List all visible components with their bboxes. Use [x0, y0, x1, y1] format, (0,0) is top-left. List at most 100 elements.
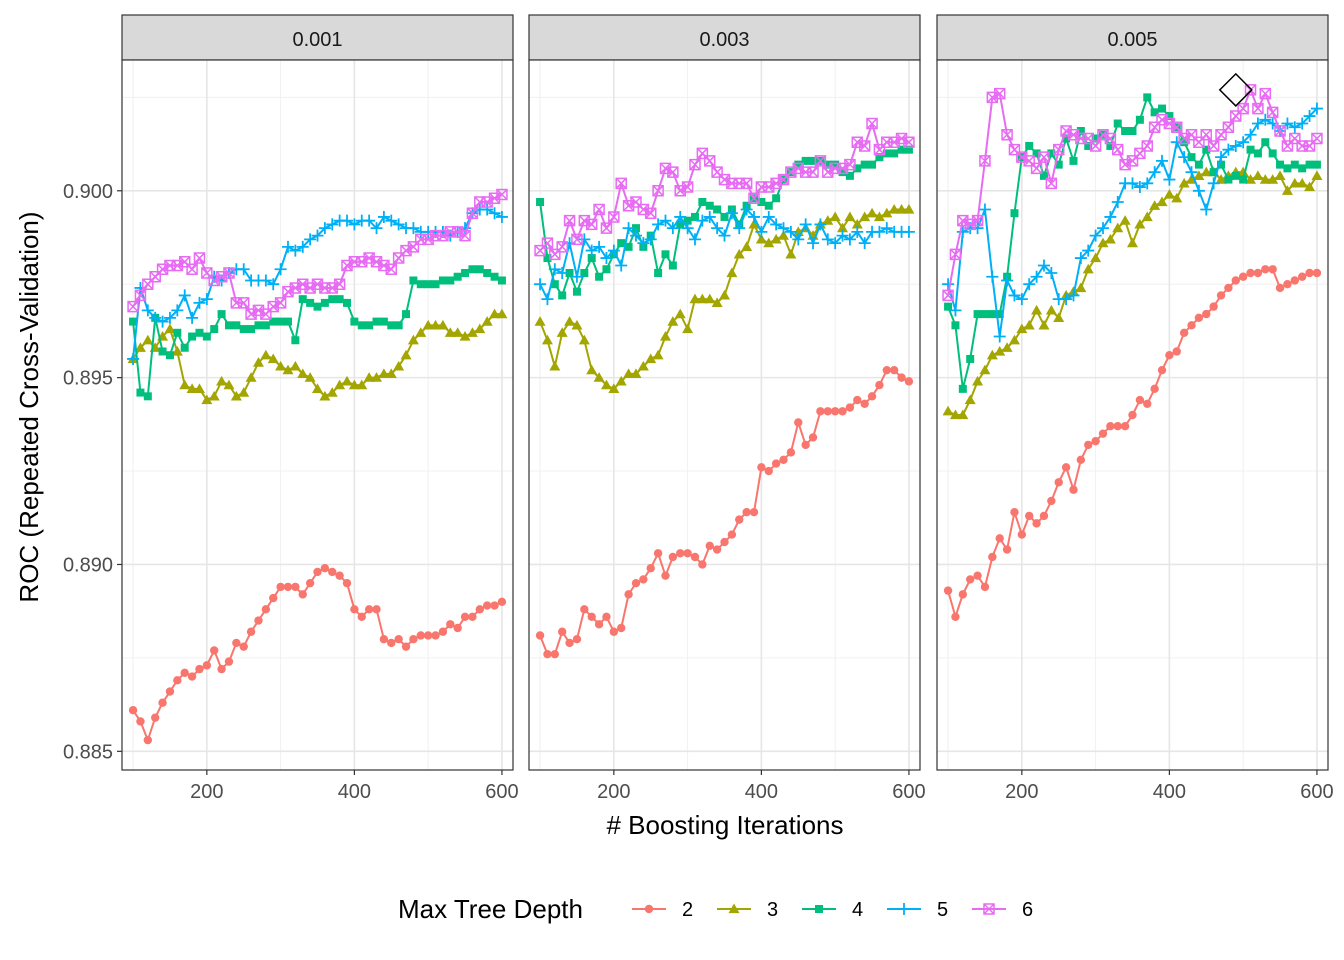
data-point-3 — [903, 203, 915, 214]
series-6 — [534, 117, 915, 261]
data-point-5 — [949, 304, 962, 317]
data-point-3 — [1090, 252, 1102, 263]
facet-strip-label: 0.001 — [292, 29, 342, 51]
data-point-6 — [1266, 106, 1279, 119]
data-point-6 — [844, 158, 856, 171]
data-point-3 — [452, 327, 464, 337]
data-point-6 — [681, 181, 694, 193]
data-point-2 — [958, 590, 968, 599]
data-point-2 — [320, 564, 330, 573]
data-point-4 — [1239, 175, 1248, 184]
data-point-6 — [1030, 162, 1043, 175]
data-point-2 — [727, 530, 737, 539]
data-point-6 — [363, 252, 375, 264]
legend-entry-6: 6 — [972, 899, 1033, 921]
data-point-2 — [683, 549, 692, 558]
data-point-3 — [837, 222, 849, 233]
data-point-3 — [888, 203, 900, 214]
data-point-6 — [1222, 121, 1235, 134]
data-point-3 — [785, 248, 797, 259]
data-point-6 — [858, 140, 871, 152]
data-point-6 — [942, 289, 954, 302]
data-point-4 — [402, 310, 411, 319]
data-point-4 — [602, 265, 611, 274]
data-point-6 — [644, 207, 657, 219]
data-point-5 — [1281, 117, 1294, 130]
data-point-5 — [200, 293, 213, 306]
data-point-2 — [305, 578, 315, 588]
data-point-4 — [224, 321, 233, 330]
data-point-2 — [572, 635, 582, 644]
data-point-3 — [1008, 334, 1020, 345]
data-point-4 — [247, 325, 256, 334]
x-tick-label: 600 — [892, 781, 925, 803]
data-point-3 — [422, 319, 434, 330]
data-point-3 — [201, 394, 213, 405]
data-point-5 — [281, 240, 294, 253]
series-2 — [128, 564, 507, 745]
data-point-3 — [289, 360, 301, 371]
y-tick-label: 0.885 — [63, 741, 113, 763]
data-point-6 — [459, 229, 471, 242]
facet-panel-0.001: 0.001 200 400 600 0.885 0.890 0.895 0.900 — [63, 14, 519, 803]
series-5 — [942, 102, 1323, 343]
data-point-6 — [689, 158, 701, 171]
data-point-2 — [261, 605, 271, 614]
data-point-5 — [163, 311, 176, 324]
data-point-2 — [1091, 436, 1100, 446]
data-point-3 — [866, 207, 878, 218]
data-point-4 — [890, 149, 899, 158]
data-point-4 — [254, 321, 263, 330]
data-point-2 — [951, 612, 960, 621]
data-point-4 — [1180, 138, 1189, 147]
legend-key-marker-6 — [983, 903, 995, 915]
data-point-4 — [335, 295, 344, 304]
panel-border — [121, 59, 514, 771]
data-point-4 — [1158, 104, 1167, 113]
data-point-2 — [646, 564, 655, 573]
data-point-5 — [186, 311, 199, 324]
data-point-4 — [1268, 149, 1277, 158]
data-point-5 — [674, 210, 687, 223]
data-point-2 — [602, 612, 611, 621]
data-point-3 — [245, 372, 257, 382]
data-point-2 — [749, 507, 759, 517]
data-point-2 — [801, 440, 810, 450]
data-point-2 — [158, 698, 167, 707]
data-point-2 — [794, 418, 803, 427]
data-point-2 — [830, 407, 840, 416]
data-point-2 — [475, 605, 485, 614]
data-point-4 — [188, 332, 197, 341]
data-point-4 — [379, 317, 388, 326]
data-point-2 — [1025, 511, 1034, 521]
data-point-5 — [318, 222, 331, 235]
data-point-5 — [836, 229, 849, 242]
data-point-3 — [593, 372, 605, 382]
data-point-4 — [180, 343, 189, 352]
data-point-2 — [1297, 272, 1307, 281]
data-point-3 — [1289, 177, 1301, 188]
data-point-3 — [1304, 181, 1316, 192]
data-point-4 — [757, 198, 766, 206]
data-point-2 — [1054, 478, 1063, 487]
data-point-2 — [1017, 530, 1027, 539]
data-point-2 — [1010, 507, 1019, 517]
data-point-4 — [1305, 160, 1314, 169]
data-point-4 — [1217, 160, 1226, 169]
data-point-2 — [387, 638, 396, 648]
data-point-6 — [792, 162, 805, 175]
data-point-3 — [356, 379, 368, 390]
data-point-2 — [328, 567, 337, 577]
data-point-6 — [667, 166, 679, 178]
data-point-4 — [1143, 93, 1152, 102]
data-point-2 — [624, 590, 633, 599]
data-point-4 — [875, 153, 884, 162]
data-point-6 — [1104, 132, 1117, 145]
data-point-4 — [1261, 138, 1270, 147]
data-point-3 — [1171, 192, 1183, 203]
data-point-4 — [624, 242, 633, 251]
data-point-2 — [889, 365, 899, 375]
data-point-5 — [1200, 203, 1213, 216]
data-point-6 — [1067, 128, 1080, 141]
data-point-4 — [572, 287, 581, 296]
